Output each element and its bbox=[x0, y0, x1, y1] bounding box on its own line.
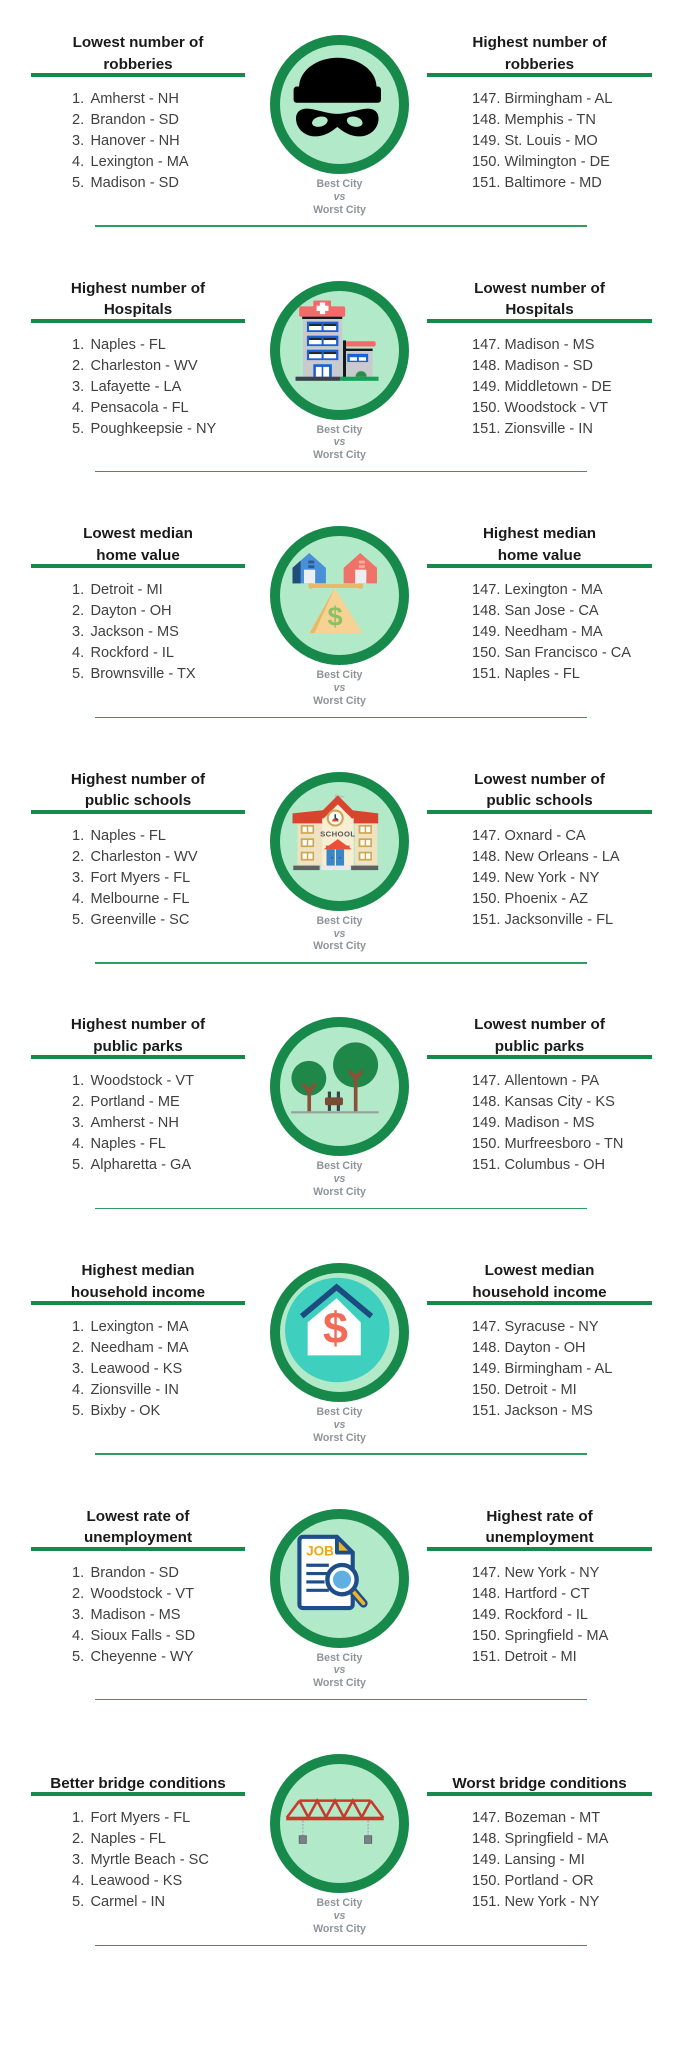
svg-text:$: $ bbox=[327, 600, 342, 631]
svg-text:SCHOOL: SCHOOL bbox=[320, 830, 355, 839]
svg-text:$: $ bbox=[323, 1302, 348, 1352]
svg-text:JOB: JOB bbox=[306, 1544, 334, 1559]
